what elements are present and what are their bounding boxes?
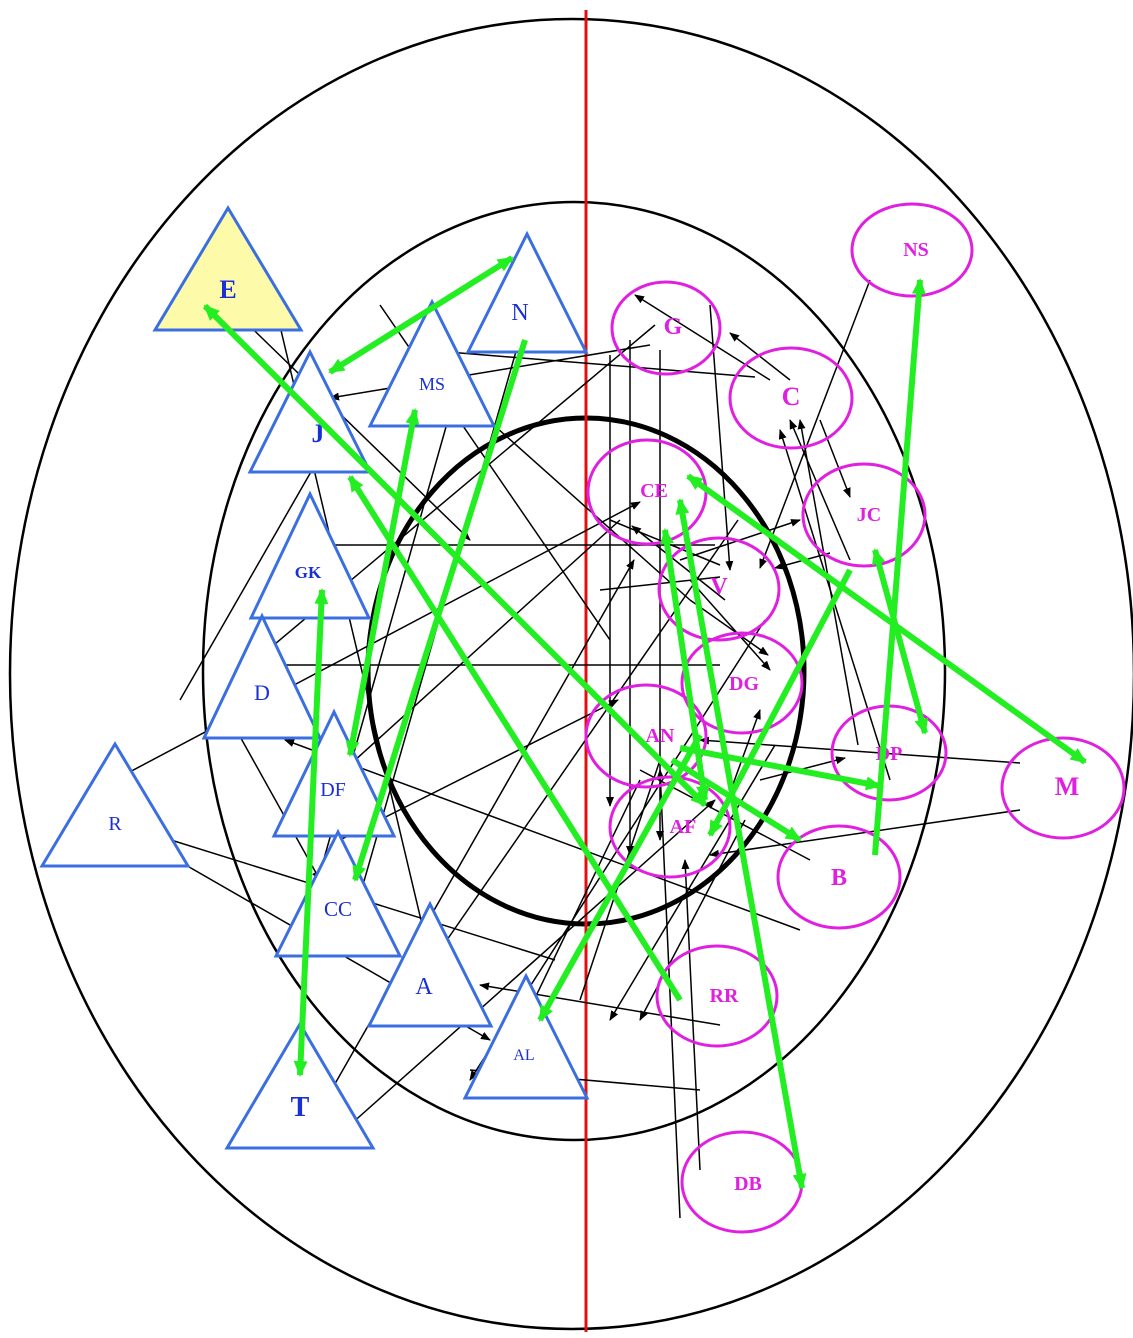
emphasis-arrow [352, 339, 528, 882]
node-label: C [782, 382, 801, 411]
relation-arrow [759, 279, 871, 569]
emphasis-arrow [345, 408, 420, 757]
node-label: DF [320, 779, 346, 801]
node-a-triangle: A [366, 900, 494, 1028]
triangle-shape [39, 741, 191, 868]
triangle-shape [465, 230, 589, 354]
node-al-triangle: AL [462, 972, 590, 1100]
triangle-shape [152, 205, 304, 332]
relation-arrow [349, 799, 716, 1126]
triangle-shape [367, 298, 497, 428]
emphasis-arrow [675, 498, 807, 1190]
triangle-shape [366, 900, 494, 1028]
node-b-ellipse: B [776, 824, 902, 930]
emphasis-arrow [707, 568, 853, 837]
green-arrow-group [202, 255, 1087, 1190]
node-dg-ellipse: DG [680, 631, 804, 735]
node-label: RR [710, 985, 739, 1007]
node-label: DG [729, 673, 759, 695]
node-label: D [254, 680, 270, 705]
outer-ring [8, 17, 1133, 1331]
node-t-triangle: T [224, 1021, 376, 1150]
node-label: AL [513, 1047, 534, 1064]
triangle-shape [462, 972, 590, 1100]
node-label: MS [419, 374, 445, 394]
emphasis-arrow [871, 548, 929, 735]
node-label: NS [903, 239, 929, 261]
node-g-ellipse: G [610, 280, 722, 376]
node-label: A [415, 974, 433, 1000]
node-label: AN [646, 725, 675, 747]
emphasis-arrow [293, 588, 329, 1077]
node-label: E [219, 275, 236, 304]
node-ns-ellipse: NS [850, 202, 974, 298]
ellipse-group: NS G C CE JC V DG AN DP M AF B RR DB [584, 202, 1126, 1234]
triangle-shape [201, 612, 323, 740]
triangle-shape [224, 1021, 376, 1150]
ellipse-shape [850, 202, 974, 298]
node-e-triangle: E [152, 205, 304, 332]
node-label: B [831, 865, 847, 891]
node-label: GK [295, 563, 322, 582]
relation-arrow [797, 419, 859, 746]
node-c-ellipse: C [728, 346, 854, 450]
relation-arrow [634, 294, 771, 381]
node-label: CC [324, 897, 352, 921]
node-label: V [710, 574, 728, 600]
node-cc-triangle: CC [273, 828, 403, 958]
node-label: T [291, 1092, 310, 1123]
node-label: G [664, 314, 683, 340]
node-label: N [511, 300, 528, 326]
node-label: JC [857, 504, 881, 526]
node-db-ellipse: DB [680, 1130, 804, 1234]
emphasis-arrow [679, 745, 882, 791]
node-label: DB [734, 1173, 762, 1195]
node-ce-ellipse: CE [586, 438, 708, 546]
emphasis-arrow [537, 733, 703, 1022]
node-ms-triangle: MS [367, 298, 497, 428]
node-label: R [108, 813, 122, 835]
relation-arrow [709, 304, 734, 571]
node-dp-ellipse: DP [830, 704, 948, 802]
emphasis-arrow [670, 757, 802, 843]
relation-arrow [681, 859, 701, 1171]
triangle-shape [248, 490, 372, 620]
triangle-shape [273, 828, 403, 958]
ellipse-shape [728, 346, 854, 450]
node-m-ellipse: M [1000, 736, 1126, 840]
node-r-triangle: R [39, 741, 191, 868]
node-d-triangle: D [201, 612, 323, 740]
node-label: M [1055, 772, 1080, 801]
node-n-triangle: N [465, 230, 589, 354]
node-label: CE [640, 480, 668, 502]
node-label: AF [670, 816, 697, 838]
relation-arrow [729, 332, 791, 381]
node-gk-triangle: GK [248, 490, 372, 620]
